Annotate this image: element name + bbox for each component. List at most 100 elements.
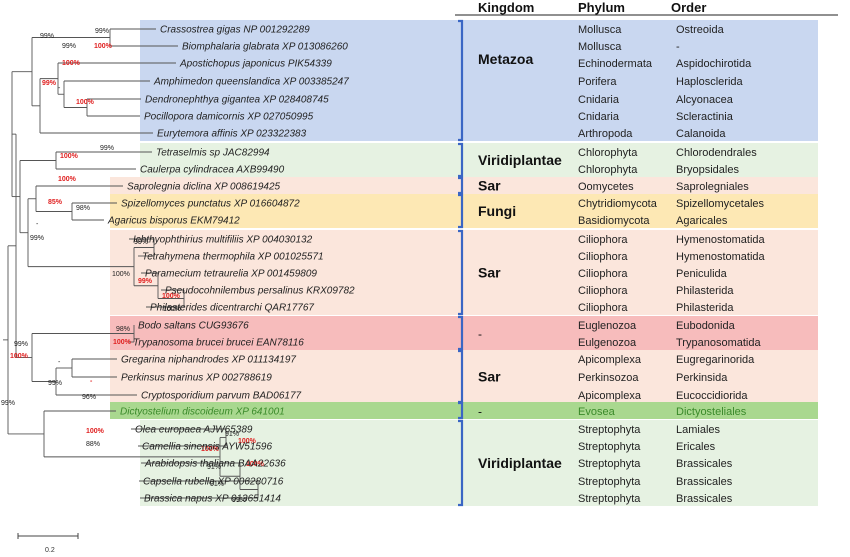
bootstrap-value: 99%	[95, 28, 109, 35]
bootstrap-value: 100%	[162, 293, 181, 300]
taxonomy-table: Kingdom Phylum Order Mollusca Ostreoida Mo…	[478, 0, 766, 505]
bootstrap-value: 96%	[82, 394, 96, 401]
order-cell: Perkinsida	[676, 372, 728, 384]
phylum-cell: Chlorophyta	[578, 164, 638, 176]
phylum-cell: Cnidaria	[578, 111, 620, 123]
taxon-label: Cryptosporidium parvum BAD06177	[141, 391, 302, 402]
order-cell: Brassicales	[676, 476, 733, 488]
phylum-cell: Basidiomycota	[578, 215, 650, 227]
phylum-cell: Evosea	[578, 406, 616, 418]
phylum-cell: Ciliophora	[578, 234, 628, 246]
bootstrap-value: -	[248, 477, 251, 484]
bootstrap-value: -	[90, 378, 93, 385]
bootstrap-value: 99%	[100, 145, 114, 152]
order-cell: Chlorodendrales	[676, 147, 757, 159]
order-cell: Eugregarinorida	[676, 354, 755, 366]
order-cell: Ostreoida	[676, 24, 725, 36]
group-band-2	[110, 177, 818, 194]
taxon-label: Capsella rubella XP 006280716	[143, 477, 284, 488]
taxon-label: Ichthyophthirius multifiliis XP 00403013…	[133, 235, 313, 246]
order-cell: Agaricales	[676, 215, 728, 227]
kingdom-bracket	[458, 19, 464, 142]
order-cell: Brassicales	[676, 493, 733, 505]
phylum-cell: Perkinsozoa	[578, 372, 639, 384]
taxon-label: Apostichopus japonicus PIK54339	[179, 59, 332, 70]
order-cell: Ericales	[676, 441, 716, 453]
group-band-7	[110, 402, 818, 419]
bootstrap-value: 99%	[40, 33, 54, 40]
kingdom-label: Metazoa	[478, 51, 533, 67]
kingdom-label: Sar	[478, 265, 501, 281]
taxon-label: Bodo saltans CUG93676	[138, 321, 249, 332]
tree-branches	[3, 28, 259, 499]
scale-bar-label: 0.2	[45, 547, 55, 554]
kingdom-bracket	[458, 142, 464, 178]
taxon-label: Dendronephthya gigantea XP 028408745	[145, 95, 329, 106]
bootstrap-value: 91%	[225, 431, 239, 438]
phylum-cell: Oomycetes	[578, 181, 634, 193]
taxon-label: Tetraselmis sp JAC82994	[156, 148, 270, 159]
bootstrap-value: -	[58, 85, 61, 92]
phylum-cell: Apicomplexa	[578, 354, 642, 366]
bootstrap-value: 99%	[30, 235, 44, 242]
group-band-8	[140, 420, 818, 506]
bootstrap-value: -	[36, 221, 39, 228]
order-cell: Alcyonacea	[676, 94, 734, 106]
header-phylum: Phylum	[578, 0, 625, 15]
order-cell: Eubodonida	[676, 320, 736, 332]
bootstrap-value: 99%	[48, 380, 62, 387]
taxon-label: Gregarina niphandrodes XP 011134197	[121, 355, 296, 366]
order-cell: -	[676, 41, 680, 53]
taxon-labels: Crassostrea gigas NP 001292289 Biomphalar…	[107, 25, 355, 505]
phylum-cell: Ciliophora	[578, 251, 628, 263]
taxon-label: Camellia sinensis AYW51596	[142, 442, 272, 453]
bootstrap-value: 99%	[62, 43, 76, 50]
phylum-cell: Echinodermata	[578, 58, 653, 70]
kingdom-label: Viridiplantae	[478, 455, 562, 471]
bootstrap-value: 100%	[246, 461, 265, 468]
order-cell: Trypanosomatida	[676, 337, 761, 349]
phylum-cell: Streptophyta	[578, 493, 641, 505]
order-cell: Haplosclerida	[676, 76, 744, 88]
phylum-cell: Streptophyta	[578, 458, 641, 470]
bootstrap-value: 100%	[94, 43, 113, 50]
kingdom-label: Sar	[478, 178, 501, 194]
kingdom-bracket	[458, 419, 464, 507]
bootstrap-value: -	[58, 359, 61, 366]
header-order: Order	[671, 0, 706, 15]
bootstrap-value: 99%	[42, 80, 57, 87]
taxon-label: Crassostrea gigas NP 001292289	[160, 25, 310, 36]
order-cell: Brassicales	[676, 458, 733, 470]
kingdom-bracket	[458, 229, 464, 316]
kingdom-bracket	[458, 193, 464, 229]
order-cell: Hymenostomatida	[676, 234, 766, 246]
taxon-label: Caulerpa cylindracea AXB99490	[140, 165, 285, 176]
kingdom-bracket	[458, 401, 464, 420]
group-band-5	[110, 316, 818, 350]
bootstrap-value: 100%	[60, 153, 79, 160]
phylum-cell: Streptophyta	[578, 441, 641, 453]
kingdom-label: Sar	[478, 369, 501, 385]
order-cell: Lamiales	[676, 424, 721, 436]
bootstrap-value: 99%	[134, 239, 148, 246]
bootstrap-value: 88%	[86, 441, 100, 448]
order-cell: Aspidochirotida	[676, 58, 752, 70]
taxon-label: Philasterides dicentrarchi QAR17767	[150, 303, 314, 314]
kingdom-bracket	[458, 315, 464, 351]
bootstrap-value: 99%	[138, 278, 153, 285]
order-cell: Philasterida	[676, 285, 734, 297]
scale-bar: 0.2	[17, 533, 79, 554]
phylum-cell: Arthropoda	[578, 128, 633, 140]
phylum-cell: Apicomplexa	[578, 390, 642, 402]
taxon-label: Trypanosoma brucei brucei EAN78116	[133, 338, 304, 349]
bootstrap-value: 99%	[14, 341, 28, 348]
order-cell: Saprolegniales	[676, 181, 749, 193]
phylum-cell: Streptophyta	[578, 476, 641, 488]
taxon-label: Arabidopsis thaliana BAA22636	[144, 459, 286, 470]
bootstrap-value: 100%	[76, 99, 95, 106]
group-backgrounds	[110, 20, 818, 506]
taxon-label: Amphimedon queenslandica XP 003385247	[153, 77, 349, 88]
taxon-label: Dictyostelium discoideum XP 641001	[120, 407, 285, 418]
bootstrap-value: 98%	[76, 205, 90, 212]
bootstrap-value: 100%	[201, 446, 220, 453]
